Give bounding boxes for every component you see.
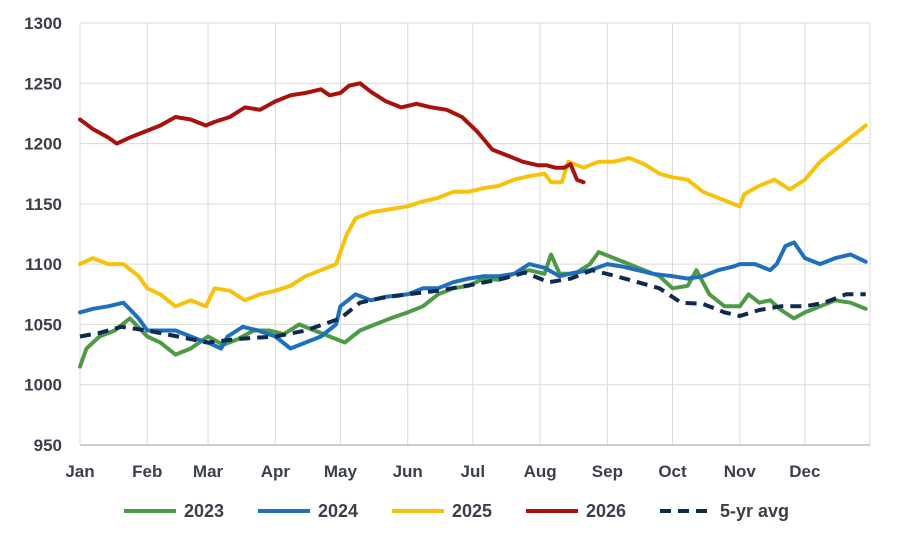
x-tick-label: Apr [261, 462, 291, 481]
legend-label-2023: 2023 [184, 501, 224, 521]
y-tick-label: 950 [34, 436, 62, 455]
legend: 2023 2024 2025 2026 5-yr avg [124, 501, 789, 521]
legend-label-2026: 2026 [586, 501, 626, 521]
series-line-2023 [78, 250, 868, 369]
legend-label-5-yr-avg: 5-yr avg [720, 501, 789, 521]
axes: 950 1000 1050 1100 1150 1200 1250 1300 Jan Feb Mar… [24, 14, 870, 481]
x-tick-label: Sep [592, 462, 623, 481]
y-tick-label: 1000 [24, 376, 62, 395]
x-tick-label: Jan [65, 462, 94, 481]
y-tick-label: 1050 [24, 315, 62, 334]
legend-label-2024: 2024 [318, 501, 358, 521]
x-tick-label: Jun [393, 462, 423, 481]
x-tick-label: Aug [524, 462, 557, 481]
x-tick-label: Feb [132, 462, 162, 481]
series-line-5-yr-avg [79, 268, 866, 345]
y-tick-label: 1100 [25, 255, 62, 274]
series-lines [78, 81, 868, 369]
y-tick-label: 1200 [24, 135, 62, 154]
series-line-2025 [78, 123, 868, 309]
y-tick-label: 1250 [24, 74, 62, 93]
y-tick-label: 1300 [24, 14, 62, 33]
x-tick-label: Jul [461, 462, 486, 481]
x-tick-label: Mar [193, 462, 224, 481]
y-tick-label: 1150 [25, 195, 62, 214]
x-tick-label: Dec [789, 462, 820, 481]
x-tick-label: Oct [658, 462, 687, 481]
legend-label-2025: 2025 [452, 501, 492, 521]
x-tick-label: May [324, 462, 358, 481]
grid [79, 22, 871, 446]
x-tick-label: Nov [724, 462, 757, 481]
series-line-2026 [78, 81, 586, 185]
